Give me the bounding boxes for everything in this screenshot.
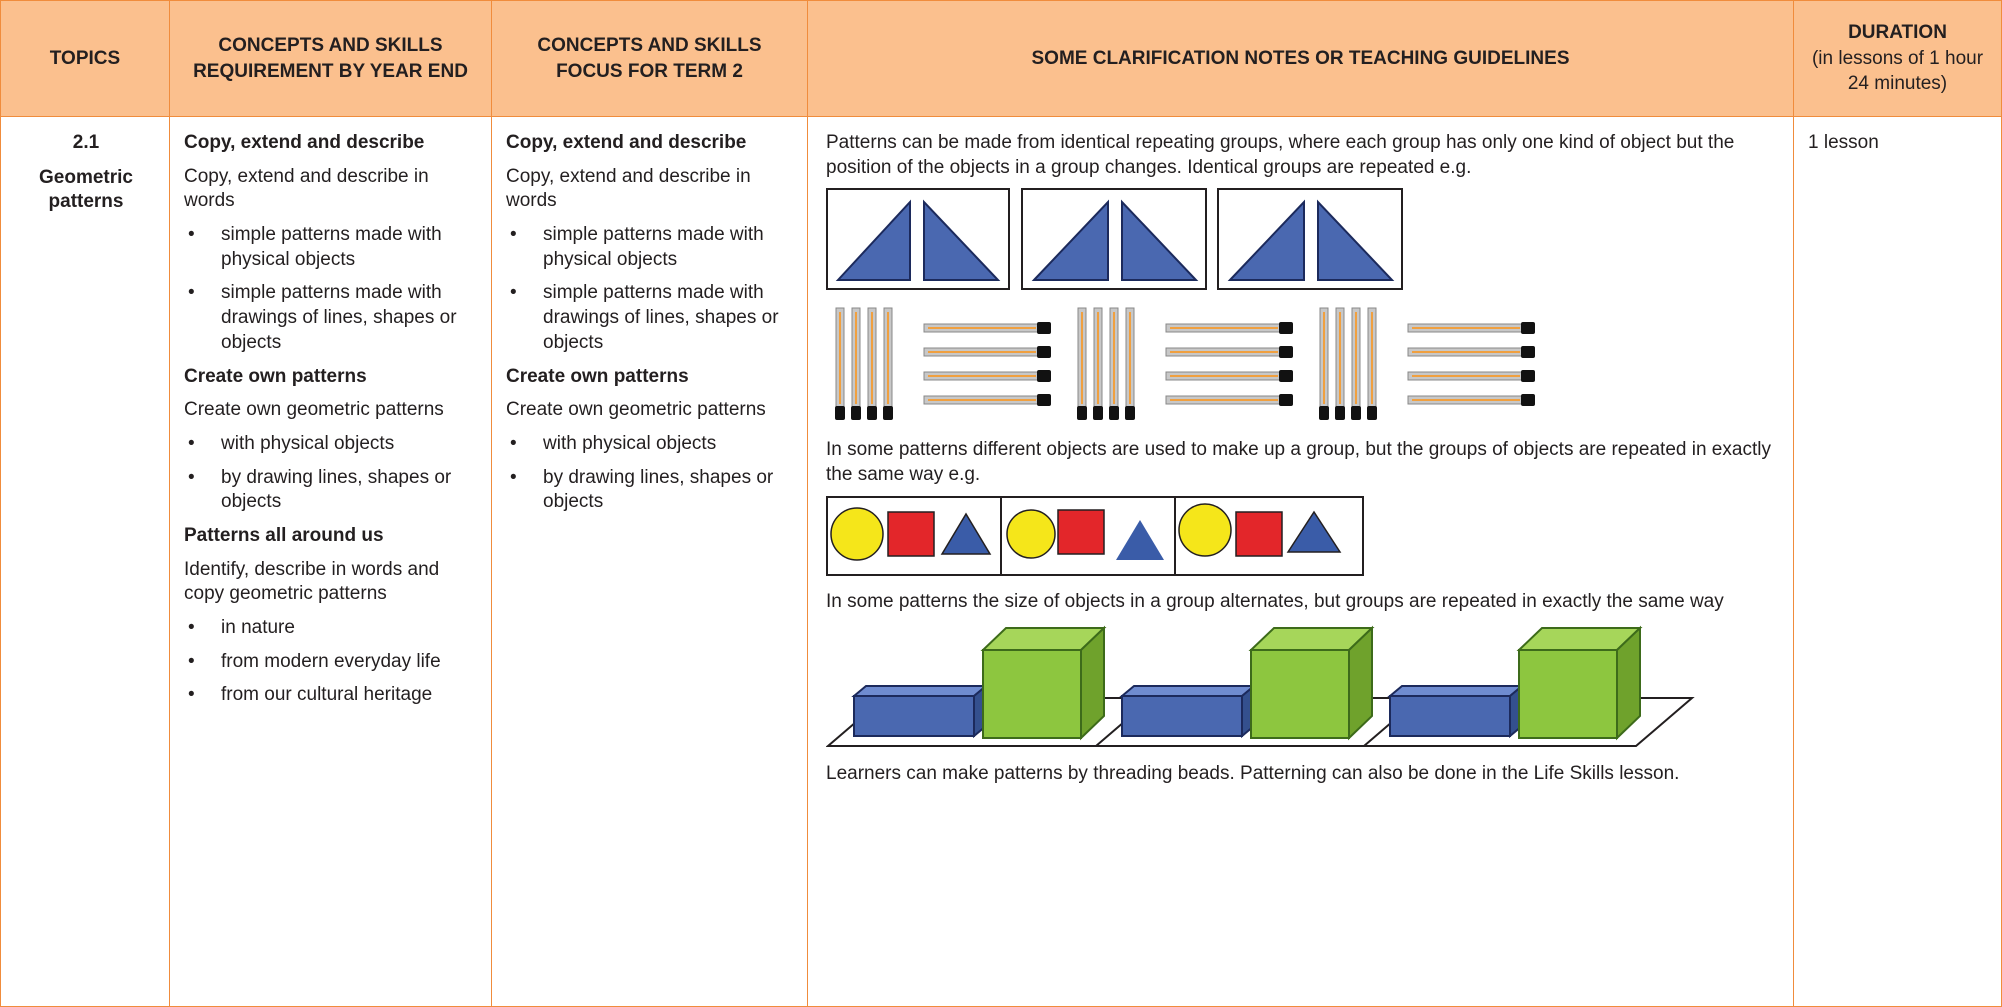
year-end-cell: Copy, extend and describe Copy, extend an… — [170, 117, 492, 1007]
bullet-item: simple patterns made with physical objec… — [506, 223, 795, 272]
block-heading: Copy, extend and describe — [506, 132, 747, 153]
bullet-item: by drawing lines, shapes or objects — [506, 466, 795, 515]
header-cell: CONCEPTS AND SKILLS REQUIREMENT BY YEAR … — [170, 0, 492, 117]
duration-text: 1 lesson — [1808, 132, 1879, 153]
header-cell: CONCEPTS AND SKILLS FOCUS FOR TERM 2 — [492, 0, 808, 117]
header-cell: DURATION (in lessons of 1 hour 24 minutes… — [1794, 0, 2002, 117]
block-text: Copy, extend and describe in words — [184, 165, 429, 212]
header-text: TOPICS — [49, 47, 121, 69]
triangle-pattern — [826, 188, 1403, 291]
header-cell: TOPICS — [0, 0, 170, 117]
bullet-item: simple patterns made with drawings of li… — [184, 281, 479, 355]
header-text: SOME CLARIFICATION NOTES OR TEACHING GUI… — [1031, 47, 1570, 69]
header-text: CONCEPTS AND SKILLS FOCUS FOR TERM 2 — [537, 34, 762, 82]
header-text: DURATION — [1848, 22, 1947, 44]
block-text: Copy, extend and describe in words — [506, 165, 751, 212]
sticks-pattern — [826, 304, 1586, 426]
header-subtext: (in lessons of 1 hour 24 minutes) — [1811, 47, 1984, 95]
blocks-pattern — [827, 627, 1693, 748]
duration-cell: 1 lesson — [1794, 117, 2002, 1007]
shapes-pattern — [826, 495, 1364, 576]
block-text: Identify, describe in words and copy geo… — [184, 558, 440, 605]
bullet-item: from modern everyday life — [184, 650, 479, 675]
block-heading: Copy, extend and describe — [184, 132, 425, 153]
block-text: Create own geometric patterns — [184, 399, 444, 421]
note-paragraph: In some patterns different objects are u… — [826, 439, 1771, 486]
note-paragraph: Patterns can be made from identical repe… — [826, 132, 1735, 178]
bullet-item: by drawing lines, shapes or objects — [184, 466, 479, 515]
bullet-item: simple patterns made with physical objec… — [184, 223, 479, 272]
topic-number: 2.1 — [72, 132, 100, 153]
block-heading: Create own patterns — [506, 365, 689, 387]
topic-cell: 2.1 Geometric patterns — [0, 117, 170, 1007]
topic-name: Geometric patterns — [39, 166, 133, 213]
block-heading: Patterns all around us — [184, 524, 384, 546]
notes-cell: Patterns can be made from identical repe… — [808, 117, 1794, 1007]
bullet-item: with physical objects — [184, 432, 479, 457]
block-heading: Create own patterns — [184, 365, 367, 387]
block-text: Create own geometric patterns — [506, 399, 766, 421]
header-text: CONCEPTS AND SKILLS REQUIREMENT BY YEAR … — [193, 34, 468, 82]
note-paragraph: Learners can make patterns by threading … — [826, 763, 1680, 785]
bullet-item: simple patterns made with drawings of li… — [506, 281, 795, 355]
header-cell: SOME CLARIFICATION NOTES OR TEACHING GUI… — [808, 0, 1794, 117]
note-paragraph: In some patterns the size of objects in … — [826, 590, 1724, 612]
bullet-item: with physical objects — [506, 432, 795, 457]
bullet-item: in nature — [184, 616, 479, 641]
term2-cell: Copy, extend and describe Copy, extend an… — [492, 117, 808, 1007]
bullet-item: from our cultural heritage — [184, 683, 479, 708]
